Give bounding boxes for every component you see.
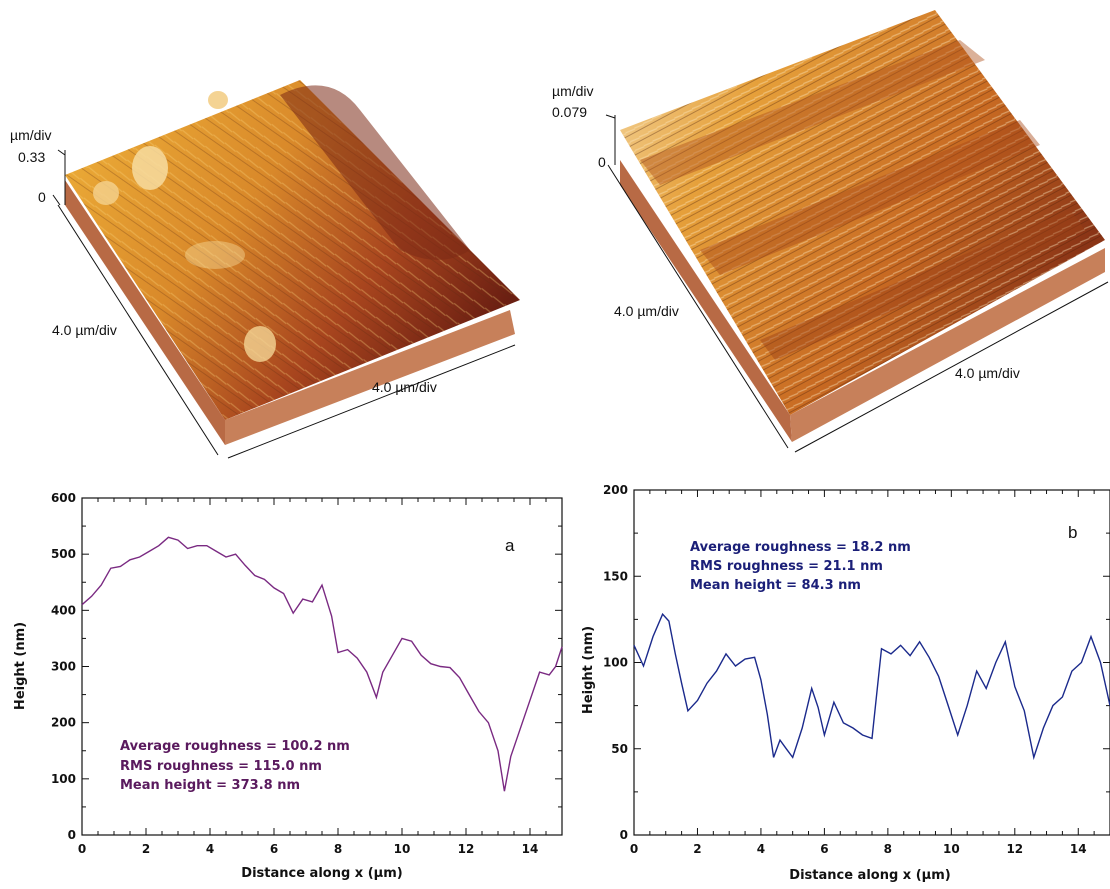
afm-a-side-front <box>225 310 515 445</box>
chart-a-panel-label: a <box>505 536 515 555</box>
afm-b-ridge <box>700 120 1040 275</box>
chart-a-y-tick-label: 100 <box>51 772 76 786</box>
chart-a-series-line <box>81 536 563 792</box>
chart-b-x-axis-title: Distance along x (µm) <box>789 868 950 883</box>
chart-b-x-tick-label: 2 <box>693 842 701 856</box>
afm-a-bump <box>93 181 119 205</box>
afm-a-bump <box>132 146 168 190</box>
chart-a-y-tick-label: 300 <box>51 660 76 674</box>
afm-surface-a: µm/div 0.33 0 4.0 µm/div 4.0 µm/div <box>10 80 520 459</box>
chart-b-x-tick-label: 14 <box>1070 842 1087 856</box>
afm-b-z-max: 0.079 <box>552 104 587 120</box>
afm-b-ridge <box>760 210 1085 360</box>
afm-a-z-max: 0.33 <box>18 149 45 165</box>
chart-b-x-tick-label: 12 <box>1006 842 1023 856</box>
chart-a-y-tick-label: 600 <box>51 491 76 505</box>
chart-b-x-tick-label: 8 <box>884 842 892 856</box>
afm-b-z-unit: µm/div <box>552 83 594 99</box>
chart-a-x-axis-title: Distance along x (µm) <box>241 866 402 881</box>
chart-b-annotation-avg: Average roughness = 18.2 nm <box>690 540 911 555</box>
chart-a-y-tick-label: 0 <box>68 828 76 842</box>
chart-a-x-tick-label: 10 <box>394 842 411 856</box>
afm-a-y-label: 4.0 µm/div <box>52 322 117 338</box>
afm-b-x-label: 4.0 µm/div <box>955 365 1020 381</box>
chart-a-ticks: 0 2 4 6 8 10 12 14 0 100 200 300 400 500 600 <box>51 491 563 856</box>
chart-a-x-tick-label: 2 <box>142 842 150 856</box>
chart-a-annotation-avg: Average roughness = 100.2 nm <box>120 739 350 754</box>
afm-b-y-label: 4.0 µm/div <box>614 303 679 319</box>
afm-a-front-axis <box>227 344 516 459</box>
afm-a-z-min: 0 <box>38 189 46 205</box>
afm-surface-b: µm/div 0.079 0 4.0 µm/div 4.0 µm/div <box>552 10 1109 453</box>
chart-a-x-tick-label: 6 <box>270 842 278 856</box>
afm-a-x-label: 4.0 µm/div <box>372 379 437 395</box>
chart-b-y-axis-title: Height (nm) <box>581 626 596 714</box>
chart-a-x-tick-label: 4 <box>206 842 214 856</box>
chart-b-ticks: 0 2 4 6 8 10 12 14 0 50 100 150 200 <box>603 483 1110 856</box>
height-profile-chart-a: 0 2 4 6 8 10 12 14 0 100 200 300 400 500 600 a Average… <box>13 491 563 881</box>
afm-b-ridge <box>640 40 985 185</box>
afm-a-side-left <box>65 180 225 445</box>
afm-b-z-min: 0 <box>598 154 606 170</box>
afm-b-front-axis <box>794 281 1109 453</box>
afm-a-bump <box>185 241 245 269</box>
afm-a-tick <box>57 149 66 156</box>
afm-a-texture <box>65 80 520 420</box>
afm-a-tick <box>52 194 61 206</box>
chart-a-y-tick-label: 400 <box>51 603 76 617</box>
chart-b-x-tick-label: 6 <box>820 842 828 856</box>
chart-b-y-tick-label: 150 <box>603 569 628 583</box>
chart-a-x-tick-label: 12 <box>458 842 475 856</box>
afm-b-side-left <box>620 160 792 442</box>
chart-b-annotation-rms: RMS roughness = 21.1 nm <box>690 559 883 574</box>
chart-b-panel-label: b <box>1068 523 1077 542</box>
chart-b-y-tick-label: 200 <box>603 483 628 497</box>
afm-a-ridge <box>280 85 470 260</box>
chart-a-annotation-rms: RMS roughness = 115.0 nm <box>120 759 322 774</box>
chart-b-y-tick-label: 100 <box>603 656 628 670</box>
height-profile-chart-b: 0 2 4 6 8 10 12 14 0 50 100 150 200 b Average roughn… <box>581 483 1110 883</box>
afm-a-left-axis <box>57 204 219 456</box>
chart-b-y-tick-label: 0 <box>620 828 628 842</box>
afm-b-tick <box>605 114 616 119</box>
chart-a-annotation-mean: Mean height = 373.8 nm <box>120 778 300 793</box>
chart-b-x-tick-label: 10 <box>943 842 960 856</box>
chart-b-series-line <box>633 612 1110 761</box>
chart-a-x-tick-label: 0 <box>78 842 86 856</box>
afm-b-left-axis <box>607 164 789 449</box>
chart-b-x-tick-label: 0 <box>630 842 638 856</box>
afm-a-bump <box>208 91 228 109</box>
chart-a-x-tick-label: 14 <box>522 842 539 856</box>
afm-b-side-front <box>790 248 1105 442</box>
afm-a-z-unit: µm/div <box>10 127 52 143</box>
chart-b-annotation-mean: Mean height = 84.3 nm <box>690 578 861 593</box>
chart-b-y-tick-label: 50 <box>611 742 628 756</box>
chart-a-y-tick-label: 500 <box>51 547 76 561</box>
chart-a-y-axis-title: Height (nm) <box>13 622 28 710</box>
afm-a-bump <box>244 326 276 362</box>
afm-b-texture <box>620 10 1105 415</box>
chart-a-y-tick-label: 200 <box>51 716 76 730</box>
chart-a-x-tick-label: 8 <box>334 842 342 856</box>
chart-b-x-tick-label: 4 <box>757 842 765 856</box>
